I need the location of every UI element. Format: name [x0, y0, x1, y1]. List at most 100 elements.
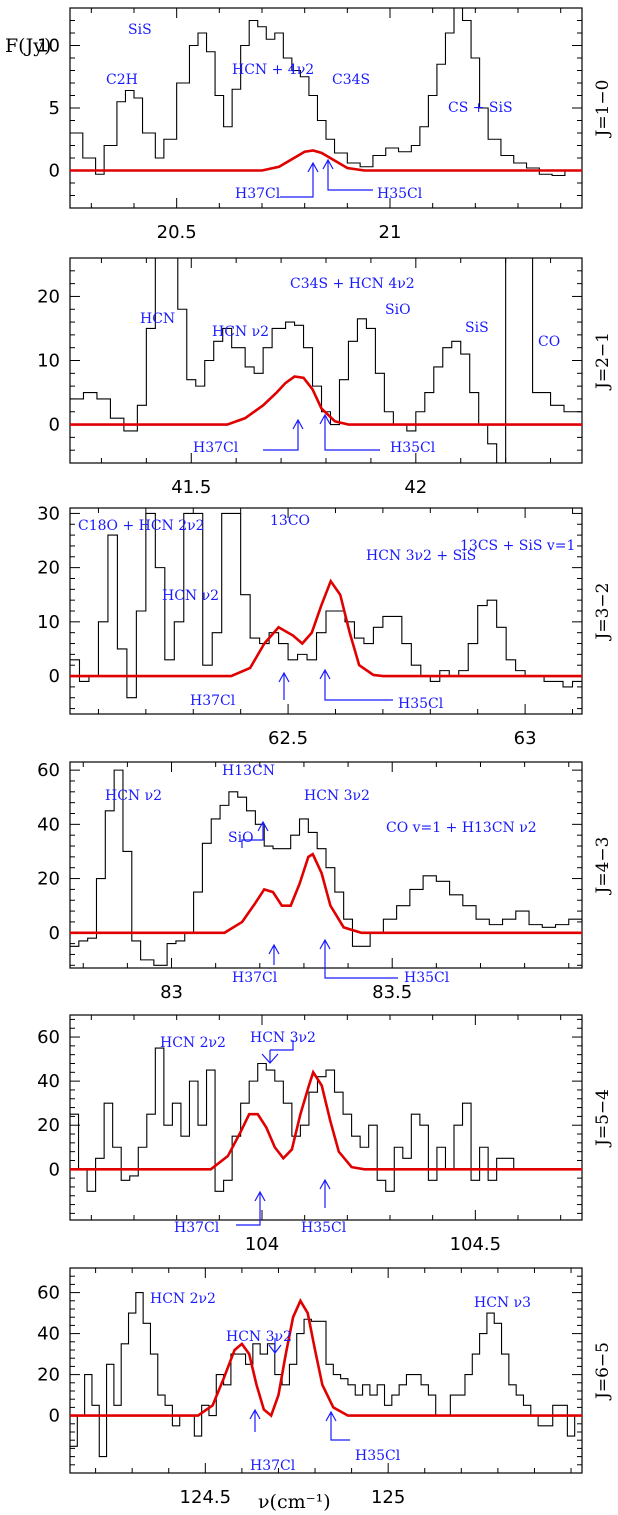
arrow-p1-h35: [322, 158, 373, 191]
model-spectrum: [70, 1069, 582, 1171]
y-tick-label: 0: [49, 1159, 60, 1180]
annot-p6-h35: H35Cl: [355, 1448, 401, 1464]
arrow-p5-hcn3: [261, 1040, 294, 1064]
annot-p1-cs-sis: CS + SiS: [448, 100, 513, 116]
observed-spectrum: [70, 512, 582, 699]
annot-p3-h37: H37Cl: [190, 693, 236, 709]
annot-p5-h35: H35Cl: [301, 1220, 347, 1236]
arrow-p3-h37: [278, 671, 290, 700]
x-tick-label: 62.5: [268, 728, 308, 749]
annot-p5-hcn2: HCN 2ν2: [160, 1035, 226, 1051]
arrow-p2-h37: [263, 418, 304, 451]
x-tick-label: 104: [245, 1234, 279, 1255]
panel-j1-0: 20.5 21 0 5 10 J=1−0: [37, 7, 613, 243]
x-tick-label: 63: [514, 728, 537, 749]
y-tick-label: 40: [37, 814, 60, 835]
annot-p6-hcn3: HCN 3ν2: [226, 1329, 292, 1345]
model-spectrum: [70, 852, 582, 935]
model-spectrum: [70, 1297, 582, 1418]
panel-j2-1: 41.5 42 0 10 20 J=2−1: [37, 257, 613, 498]
observed-spectrum: [70, 769, 582, 966]
y-tick-label: 40: [37, 1071, 60, 1092]
arrow-p6-h37: [249, 1408, 261, 1432]
x-tick-label: 21: [379, 222, 402, 243]
arrow-p5-h37: [236, 1190, 266, 1226]
annot-p2-h37: H37Cl: [193, 440, 239, 456]
panel-label: J=1−0: [593, 80, 613, 139]
annot-p6-hcn2: HCN 2ν2: [150, 1291, 216, 1307]
panel-j3-2: 62.5 63 0 10 20 30 J=3−2: [37, 503, 613, 749]
arrow-p4-h37: [268, 943, 280, 965]
plot-frame: [69, 761, 583, 969]
arrow-p4-sio: [241, 820, 269, 848]
annot-p2-sio: SiO: [385, 302, 411, 318]
panel-label: J=6−5: [593, 1342, 613, 1401]
x-tick-label: 83.5: [372, 982, 412, 1003]
annot-p4-co: CO v=1 + H13CN ν2: [386, 820, 537, 836]
annot-p6-h37: H37Cl: [250, 1458, 296, 1474]
annot-p2-h35: H35Cl: [390, 440, 436, 456]
y-tick-label: 20: [37, 869, 60, 890]
y-tick-label: 10: [37, 36, 60, 57]
y-tick-label: 0: [49, 1406, 60, 1427]
arrow-p6-hcn3: [268, 1338, 282, 1354]
panel-label: J=2−1: [593, 332, 613, 391]
x-tick-label: 125: [371, 1487, 405, 1508]
x-tick-label: 124.5: [180, 1487, 232, 1508]
annot-p2-c34s: C34S + HCN 4ν2: [290, 276, 415, 292]
annot-p3-13cs: 13CS + SiS v=1: [460, 538, 575, 554]
y-tick-label: 60: [37, 760, 60, 781]
y-tick-label: 10: [37, 612, 60, 633]
arrow-p2-h35: [319, 413, 380, 451]
panel-j4-3: 83 83.5 0 20 40 60 J=4−3: [37, 760, 613, 1003]
annot-p2-hcn: HCN: [140, 311, 175, 327]
panel-label: J=5−4: [593, 1089, 613, 1148]
y-tick-label: 0: [49, 666, 60, 687]
annot-p4-h13cn: H13CN: [222, 763, 275, 779]
arrow-p6-h35: [325, 1410, 350, 1441]
annot-p5-hcn3: HCN 3ν2: [250, 1030, 316, 1046]
x-tick-label: 41.5: [171, 477, 211, 498]
panel-j5-4: 104 104.5 0 20 40 60 J=5−4: [37, 1014, 613, 1255]
y-tick-label: 40: [37, 1324, 60, 1345]
annot-p5-h37: H37Cl: [174, 1220, 220, 1236]
annot-p3-c18o: C18O + HCN 2ν2: [78, 518, 205, 534]
annot-p3-13co: 13CO: [270, 513, 310, 529]
x-tick-label: 20.5: [157, 222, 197, 243]
panel-label: J=4−3: [593, 837, 613, 896]
y-tick-label: 30: [37, 503, 60, 524]
model-spectrum: [70, 578, 582, 678]
y-tick-label: 0: [49, 923, 60, 944]
observed-spectrum: [70, 8, 582, 177]
y-tick-label: 20: [37, 286, 60, 307]
annot-p4-h37: H37Cl: [232, 970, 278, 986]
arrow-p5-h35: [319, 1178, 331, 1208]
annot-p3-h35: H35Cl: [398, 696, 444, 712]
y-tick-label: 0: [49, 161, 60, 182]
y-tick-label: 20: [37, 1115, 60, 1136]
annot-p1-h37: H37Cl: [235, 186, 281, 202]
x-tick-label: 104.5: [450, 1234, 502, 1255]
y-tick-label: 10: [37, 351, 60, 372]
annot-p4-h35: H35Cl: [404, 970, 450, 986]
annot-p4-sio: SiO: [228, 830, 254, 846]
annot-p2-hcn-nu2: HCN ν2: [212, 324, 269, 340]
annot-p1-h35: H35Cl: [377, 186, 423, 202]
panel-label: J=3−2: [593, 583, 613, 642]
annot-p6-hcn-nu3: HCN ν3: [474, 1295, 531, 1311]
x-tick-label: 83: [160, 982, 183, 1003]
y-tick-label: 60: [37, 1283, 60, 1304]
annot-p3-hcn-nu2: HCN ν2: [162, 588, 219, 604]
annot-p4-hcn-nu2: HCN ν2: [105, 788, 162, 804]
x-axis-label: ν(cm⁻¹): [258, 1491, 331, 1513]
line-marker-arrows: [236, 158, 398, 1441]
panel-j6-5: 124.5 125 0 20 40 60 J=6−5: [37, 1267, 613, 1508]
plot-frame: [69, 1267, 583, 1474]
arrow-p3-h35: [319, 668, 393, 701]
annot-p1-sis: SiS: [128, 22, 152, 38]
y-axis-label: F(Jy): [5, 35, 51, 57]
y-tick-label: 5: [49, 98, 60, 119]
model-spectrum: [70, 375, 582, 426]
y-tick-label: 20: [37, 1365, 60, 1386]
annot-p3-hcn3: HCN 3ν2 + SiS: [366, 548, 476, 564]
